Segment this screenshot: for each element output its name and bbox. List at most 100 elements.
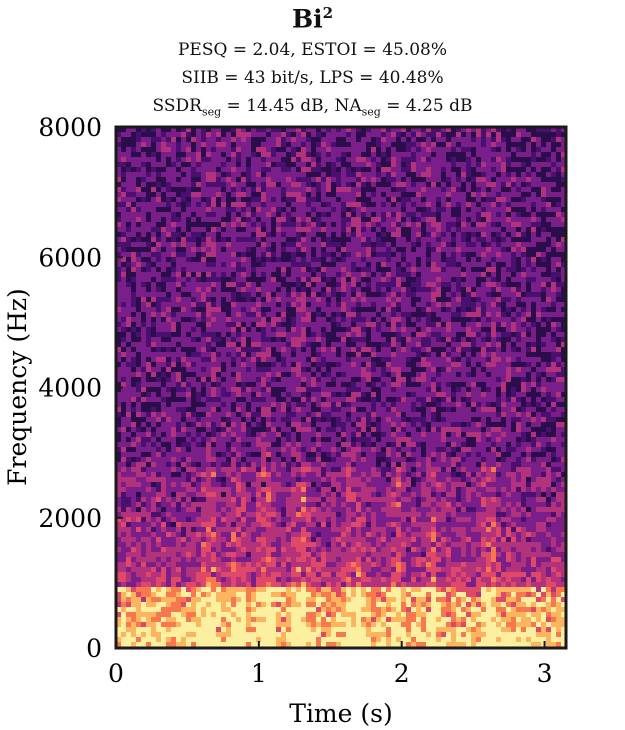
- spectrogram-cell: [256, 592, 261, 597]
- spectrogram-cell: [266, 522, 271, 527]
- spectrogram-cell: [171, 627, 176, 632]
- spectrogram-cell: [291, 442, 296, 447]
- spectrogram-cell: [151, 577, 156, 582]
- spectrogram-cell: [306, 157, 311, 162]
- spectrogram-cell: [321, 487, 326, 492]
- spectrogram-cell: [356, 427, 361, 432]
- spectrogram-cell: [206, 297, 211, 302]
- spectrogram-cell: [126, 607, 131, 612]
- spectrogram-cell: [176, 357, 181, 362]
- spectrogram-cell: [321, 142, 326, 147]
- spectrogram-cell: [236, 597, 241, 602]
- spectrogram-cell: [261, 492, 266, 497]
- spectrogram-cell: [316, 392, 321, 397]
- spectrogram-cell: [301, 517, 306, 522]
- spectrogram-cell: [251, 287, 256, 292]
- spectrogram-cell: [331, 562, 336, 567]
- spectrogram-cell: [161, 277, 166, 282]
- spectrogram-cell: [236, 337, 241, 342]
- spectrogram-cell: [126, 167, 131, 172]
- spectrogram-cell: [166, 152, 171, 157]
- spectrogram-cell: [161, 447, 166, 452]
- spectrogram-cell: [306, 167, 311, 172]
- spectrogram-cell: [356, 447, 361, 452]
- spectrogram-cell: [346, 127, 351, 132]
- spectrogram-cell: [276, 457, 281, 462]
- spectrogram-cell: [306, 247, 311, 252]
- spectrogram-cell: [286, 247, 291, 252]
- spectrogram-cell: [286, 132, 291, 137]
- spectrogram-cell: [336, 582, 341, 587]
- spectrogram-cell: [156, 247, 161, 252]
- spectrogram-cell: [116, 442, 121, 447]
- spectrogram-cell: [166, 502, 171, 507]
- spectrogram-cell: [271, 277, 276, 282]
- spectrogram-cell: [361, 522, 366, 527]
- spectrogram-cell: [296, 627, 301, 632]
- spectrogram-cell: [186, 517, 191, 522]
- spectrogram-cell: [286, 227, 291, 232]
- spectrogram-cell: [376, 482, 381, 487]
- spectrogram-cell: [366, 377, 371, 382]
- spectrogram-cell: [211, 302, 216, 307]
- spectrogram-cell: [316, 152, 321, 157]
- spectrogram-cell: [221, 572, 226, 577]
- spectrogram-cell: [191, 432, 196, 437]
- spectrogram-cell: [171, 412, 176, 417]
- spectrogram-cell: [146, 302, 151, 307]
- spectrogram-cell: [321, 352, 326, 357]
- spectrogram-cell: [236, 402, 241, 407]
- spectrogram-cell: [391, 557, 396, 562]
- spectrogram-cell: [356, 442, 361, 447]
- spectrogram-cell: [136, 157, 141, 162]
- spectrogram-cell: [196, 607, 201, 612]
- spectrogram-cell: [166, 352, 171, 357]
- spectrogram-cell: [231, 182, 236, 187]
- spectrogram-cell: [316, 322, 321, 327]
- spectrogram-cell: [131, 622, 136, 627]
- spectrogram-cell: [176, 492, 181, 497]
- spectrogram-cell: [186, 457, 191, 462]
- spectrogram-cell: [241, 187, 246, 192]
- spectrogram-cell: [211, 627, 216, 632]
- spectrogram-cell: [126, 517, 131, 522]
- spectrogram-cell: [126, 382, 131, 387]
- spectrogram-cell: [251, 412, 256, 417]
- spectrogram-cell: [241, 177, 246, 182]
- spectrogram-cell: [171, 212, 176, 217]
- spectrogram-cell: [151, 212, 156, 217]
- spectrogram-cell: [271, 397, 276, 402]
- spectrogram-cell: [386, 217, 391, 222]
- spectrogram-cell: [206, 247, 211, 252]
- spectrogram-cell: [256, 507, 261, 512]
- spectrogram-cell: [206, 352, 211, 357]
- spectrogram-cell: [291, 412, 296, 417]
- spectrogram-cell: [376, 512, 381, 517]
- spectrogram-cell: [251, 477, 256, 482]
- spectrogram-cell: [321, 617, 326, 622]
- spectrogram-cell: [281, 622, 286, 627]
- spectrogram-cell: [146, 397, 151, 402]
- spectrogram-cell: [246, 532, 251, 537]
- spectrogram-cell: [141, 472, 146, 477]
- spectrogram-cell: [116, 157, 121, 162]
- spectrogram-cell: [176, 477, 181, 482]
- spectrogram-cell: [346, 447, 351, 452]
- spectrogram-cell: [356, 537, 361, 542]
- spectrogram-cell: [196, 127, 201, 132]
- spectrogram-cell: [346, 217, 351, 222]
- spectrogram-cell: [161, 352, 166, 357]
- spectrogram-cell: [336, 262, 341, 267]
- spectrogram-cell: [306, 197, 311, 202]
- spectrogram-cell: [356, 637, 361, 642]
- spectrogram-cell: [266, 632, 271, 637]
- spectrogram-cell: [361, 592, 366, 597]
- spectrogram-cell: [126, 307, 131, 312]
- spectrogram-cell: [236, 487, 241, 492]
- spectrogram-cell: [391, 257, 396, 262]
- spectrogram-cell: [121, 237, 126, 242]
- spectrogram-cell: [151, 237, 156, 242]
- spectrogram-cell: [221, 212, 226, 217]
- spectrogram-cell: [201, 207, 206, 212]
- spectrogram-cell: [286, 362, 291, 367]
